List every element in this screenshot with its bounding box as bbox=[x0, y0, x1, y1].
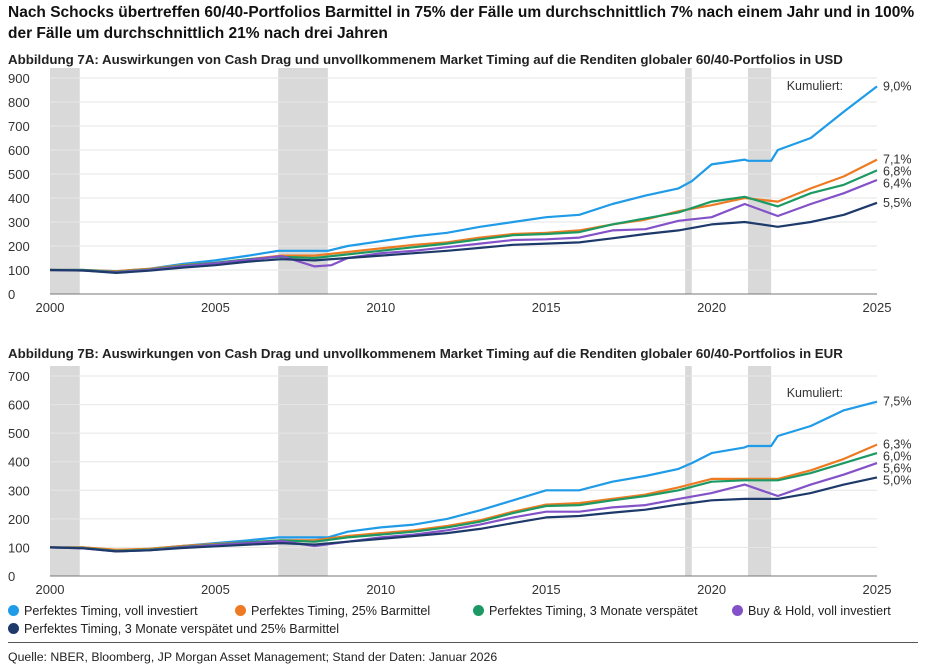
y-tick-label: 200 bbox=[8, 512, 30, 527]
chart-a: 0 100 200 300 400 500 600 700 800 900 2000 2005 2010… bbox=[8, 68, 912, 315]
legend-label: Perfektes Timing, 3 Monate verspätet und… bbox=[24, 622, 339, 636]
series-line bbox=[49, 178, 878, 274]
legend-swatch bbox=[8, 605, 19, 616]
footer-divider bbox=[8, 642, 918, 643]
chart-b: 0 100 200 300 400 500 600 700 2000 2005 2010 2015 20… bbox=[8, 366, 912, 597]
series-line bbox=[49, 476, 878, 553]
x-tick-label: 2020 bbox=[697, 300, 726, 315]
chart-a-title: Abbildung 7A: Auswirkungen von Cash Drag… bbox=[8, 52, 843, 67]
legend-item-delayed-cash: Perfektes Timing, 3 Monate verspätet und… bbox=[8, 622, 339, 636]
shaded-period bbox=[50, 68, 80, 294]
legend-item-perfect-cash: Perfektes Timing, 25% Barmittel bbox=[235, 604, 430, 618]
y-tick-label: 600 bbox=[8, 398, 30, 413]
y-tick-label: 700 bbox=[8, 369, 30, 384]
y-tick-label: 800 bbox=[8, 95, 30, 110]
y-tick-label: 400 bbox=[8, 455, 30, 470]
legend-swatch bbox=[8, 623, 19, 634]
page-headline: Nach Schocks übertreffen 60/40-Portfolio… bbox=[8, 4, 915, 42]
series-end-label: 5,5% bbox=[883, 196, 912, 210]
legend-label: Buy & Hold, voll investiert bbox=[748, 604, 891, 618]
cumulative-annotation: Kumuliert: bbox=[787, 79, 843, 93]
y-tick-label: 100 bbox=[8, 540, 30, 555]
y-tick-label: 200 bbox=[8, 239, 30, 254]
series-line bbox=[50, 85, 878, 273]
y-tick-label: 300 bbox=[8, 215, 30, 230]
x-tick-label: 2000 bbox=[36, 300, 65, 315]
chart-b-title: Abbildung 7B: Auswirkungen von Cash Drag… bbox=[8, 346, 843, 361]
series-line bbox=[49, 201, 878, 274]
y-tick-label: 0 bbox=[8, 287, 15, 302]
y-tick-label: 500 bbox=[8, 167, 30, 182]
series-end-label: 9,0% bbox=[883, 79, 912, 93]
legend-label: Perfektes Timing, 25% Barmittel bbox=[251, 604, 431, 618]
y-tick-label: 600 bbox=[8, 143, 30, 158]
legend-label: Perfektes Timing, 3 Monate verspätet bbox=[489, 604, 698, 618]
y-tick-label: 400 bbox=[8, 191, 30, 206]
y-tick-label: 900 bbox=[8, 71, 30, 86]
series-end-label: 5,0% bbox=[883, 474, 912, 488]
y-tick-label: 500 bbox=[8, 426, 30, 441]
x-tick-label: 2000 bbox=[36, 582, 65, 597]
shaded-period bbox=[685, 366, 692, 576]
x-tick-label: 2025 bbox=[863, 300, 892, 315]
x-tick-label: 2010 bbox=[366, 582, 395, 597]
shaded-period bbox=[747, 68, 772, 294]
series-end-label: 7,1% bbox=[883, 153, 912, 167]
y-tick-label: 300 bbox=[8, 483, 30, 498]
series-end-label: 6,4% bbox=[883, 177, 912, 191]
cumulative-annotation: Kumuliert: bbox=[787, 386, 843, 400]
shaded-period bbox=[685, 68, 692, 294]
legend-item-buy-hold: Buy & Hold, voll investiert bbox=[732, 604, 891, 618]
y-tick-label: 100 bbox=[8, 263, 30, 278]
x-tick-label: 2015 bbox=[532, 300, 561, 315]
x-tick-label: 2025 bbox=[863, 582, 892, 597]
series-end-label: 6,3% bbox=[883, 438, 912, 452]
legend-swatch bbox=[473, 605, 484, 616]
legend-label: Perfektes Timing, voll investiert bbox=[24, 604, 198, 618]
y-tick-label: 700 bbox=[8, 119, 30, 134]
x-tick-label: 2010 bbox=[366, 300, 395, 315]
shaded-period bbox=[747, 366, 772, 576]
source-note: Quelle: NBER, Bloomberg, JP Morgan Asset… bbox=[8, 650, 498, 664]
shaded-period bbox=[50, 366, 80, 576]
legend-swatch bbox=[235, 605, 246, 616]
x-tick-label: 2020 bbox=[697, 582, 726, 597]
legend-item-delayed: Perfektes Timing, 3 Monate verspätet bbox=[473, 604, 698, 618]
series-end-label: 5,6% bbox=[883, 462, 912, 476]
legend-item-perfect-full: Perfektes Timing, voll investiert bbox=[8, 604, 198, 618]
x-tick-label: 2015 bbox=[532, 582, 561, 597]
y-tick-label: 0 bbox=[8, 569, 15, 584]
series-end-label: 6,8% bbox=[883, 165, 912, 179]
series-end-label: 7,5% bbox=[883, 395, 912, 409]
legend-swatch bbox=[732, 605, 743, 616]
x-tick-label: 2005 bbox=[201, 300, 230, 315]
series-end-label: 6,0% bbox=[883, 450, 912, 464]
x-tick-label: 2005 bbox=[201, 582, 230, 597]
